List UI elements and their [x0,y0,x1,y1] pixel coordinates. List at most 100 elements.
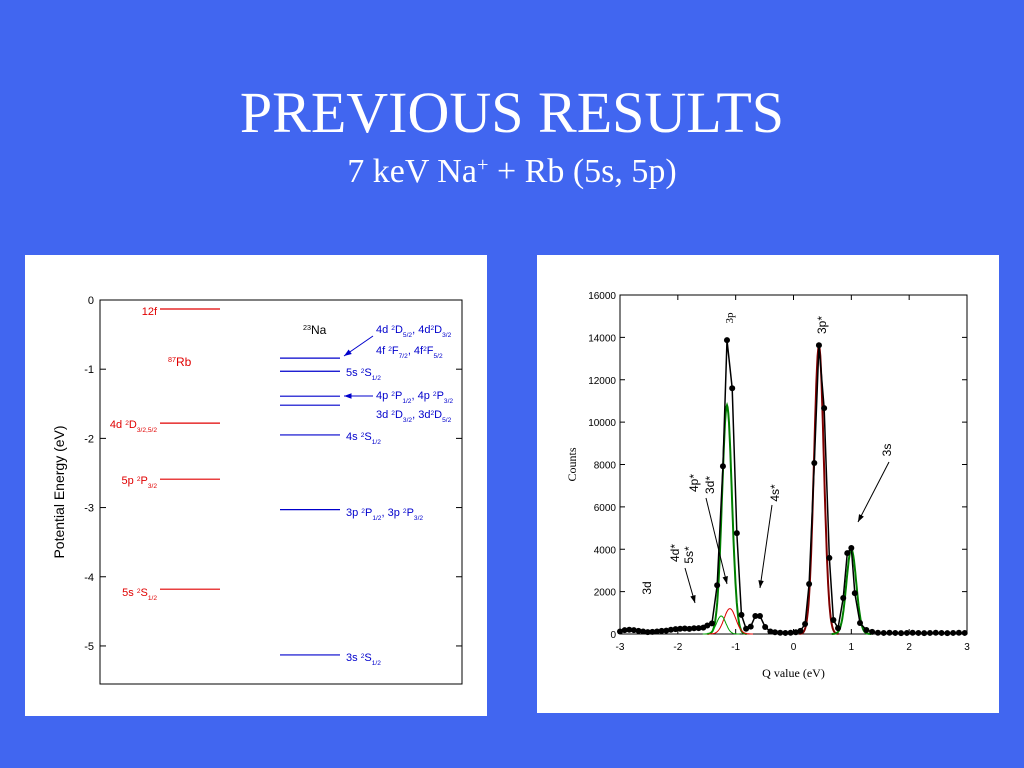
supscript: 2 [125,420,129,427]
data-point [723,337,730,344]
annotation: 3s [880,444,894,457]
data-point [821,405,828,412]
supscript: 2 [423,346,427,353]
y-tick-label: 0 [610,630,616,641]
arrow-head [344,349,352,356]
arrow-head [858,514,864,522]
data-point [747,623,754,630]
y-tick-label: -1 [84,364,94,376]
subscript: 3/2 [414,515,423,522]
x-tick-label: -1 [731,642,740,653]
data-point [630,627,637,634]
data-point [830,617,837,624]
right-panel [537,255,999,713]
data-point [926,629,933,636]
group-name: 23Na [303,323,327,338]
y-tick-label: -3 [84,503,94,515]
data-point [840,594,847,601]
supscript: 2 [388,346,392,353]
data-point [938,629,945,636]
data-point [932,629,939,636]
subscript: 1/2 [372,515,381,522]
data-point [686,625,693,632]
data-point [892,629,899,636]
supscript: 23 [303,323,311,332]
y-axis-title: Counts [565,447,579,481]
data-point [782,629,789,636]
arrow-head [690,595,696,603]
y-tick-label: 14000 [588,333,616,344]
x-axis-title: Q value (eV) [762,666,825,680]
data-point [944,630,951,637]
data-point [874,629,881,636]
text-segment: D [434,324,442,336]
y-tick-label: 10000 [588,418,616,429]
text-segment: Na [311,323,327,337]
y-tick-label: 2000 [594,588,617,599]
y-tick-label: 12000 [588,376,616,387]
subscript: 1/2 [372,660,381,667]
slide-subtitle: 7 keV Na+ + Rb (5s, 5p) [347,153,676,190]
supscript: + [477,154,489,176]
level-label: 4d 2D5/2, 4d2D3/2 [376,324,452,339]
arrow-line [857,461,890,523]
arrow-head [344,393,352,399]
text-segment: S [364,367,371,379]
text-segment: D [395,324,403,336]
data-point [621,627,628,634]
y-tick-label: -5 [84,641,94,653]
level-label: 4s 2S1/2 [346,431,381,446]
data-point [826,554,833,561]
data-point [762,624,769,631]
slide-title: PREVIOUS RESULTS [240,80,784,145]
text-segment: P [437,390,444,402]
level-label: 4p 2P1/2, 4p 2P3/2 [376,390,453,405]
data-point [844,550,851,557]
text-segment: P [365,507,372,519]
data-point [880,629,887,636]
subscript: 1/2 [372,439,381,446]
data-point [792,629,799,636]
subscript: 3/2 [442,332,451,339]
data-point [654,628,661,635]
text-segment: 4f [376,345,388,357]
data-point [806,580,813,587]
supscript: 2 [391,391,395,398]
data-point [677,625,684,632]
annotation: 3p* [815,316,829,334]
data-point [640,628,647,635]
data-point [771,629,778,636]
data-point [617,628,623,635]
arrow-line [759,504,773,589]
level-label: 5s 2S1/2 [346,367,381,382]
subscript: 7/2 [399,353,408,360]
text-segment: 7 keV Na [347,153,477,190]
data-point [714,582,721,589]
text-segment: F [427,345,434,357]
subscript: 3/2 [148,483,157,490]
fit-curve [702,615,740,635]
supscript: 2 [403,508,407,515]
text-segment: 4p [376,390,391,402]
x-tick-label: 0 [791,642,797,653]
y-tick-label: 6000 [594,503,617,514]
supscript: 2 [361,432,365,439]
data-point [811,460,818,467]
data-point [863,626,870,633]
level-label: 3p 2P1/2, 3p 2P3/2 [346,507,423,522]
data-point [729,385,736,392]
text-segment: P [395,390,402,402]
data-point [635,627,642,634]
annotation: 3p [724,312,736,324]
text-segment: , 4d [412,324,430,336]
supscript: 2 [430,410,434,417]
data-point [658,627,665,634]
data-point [898,630,905,637]
data-point [777,629,784,636]
annotation: 4p* [687,474,701,492]
data-point [921,630,928,637]
data-point [955,629,962,636]
text-segment: 4d [376,324,391,336]
